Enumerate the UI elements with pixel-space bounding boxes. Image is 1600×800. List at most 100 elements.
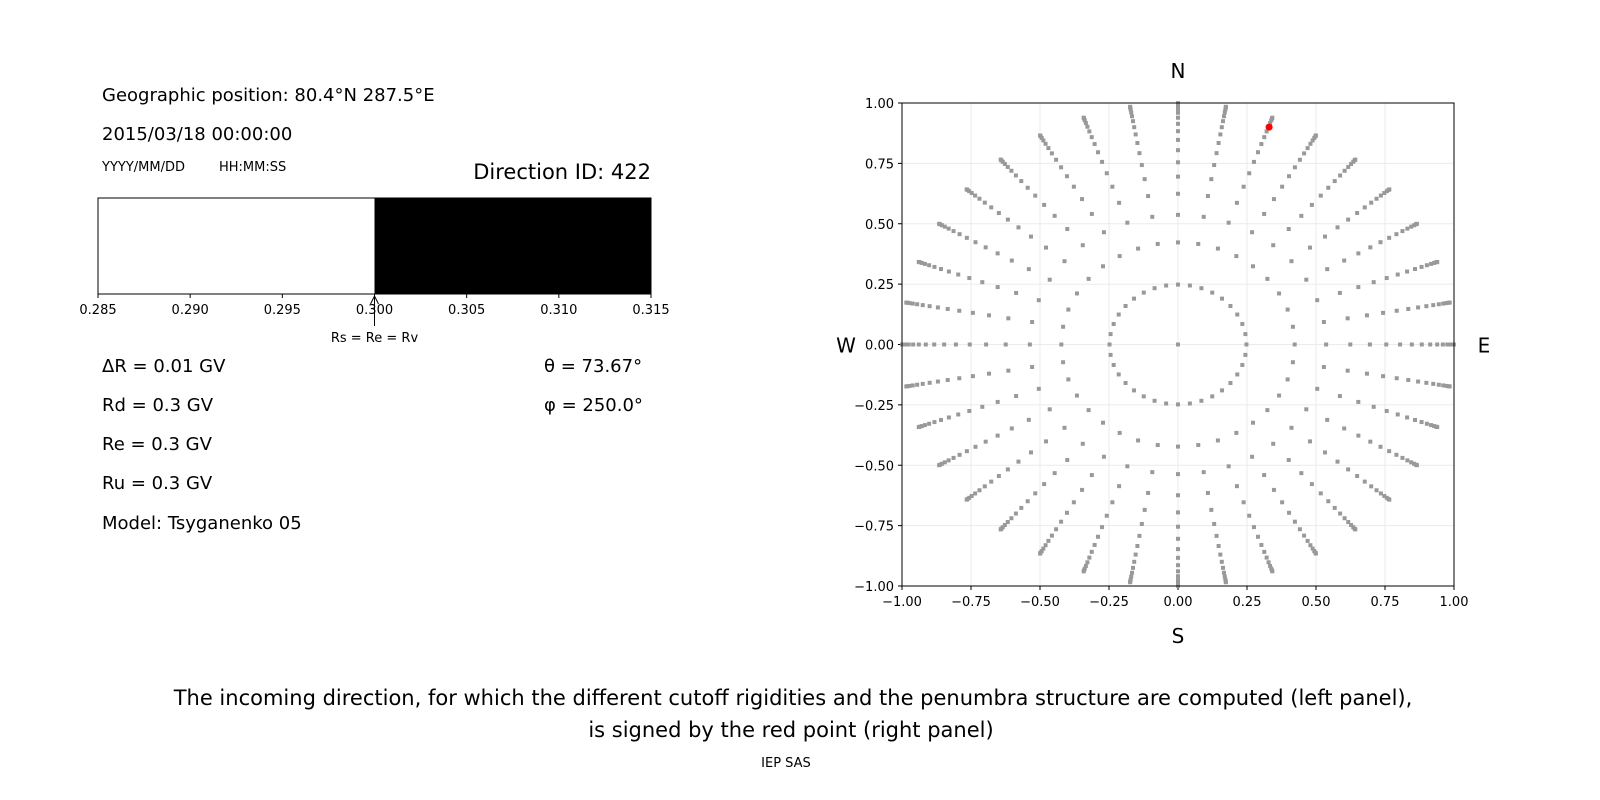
direction-point [1247, 171, 1252, 176]
direction-point [1125, 464, 1130, 469]
direction-point [1262, 135, 1267, 140]
direction-point [1364, 371, 1369, 376]
direction-point [973, 240, 978, 245]
direction-point [1369, 484, 1374, 489]
direction-point [932, 420, 937, 425]
direction-point [1030, 365, 1035, 370]
direction-id: Direction ID: 422 [473, 160, 651, 184]
direction-point [1310, 138, 1315, 143]
direction-point [1286, 227, 1291, 232]
arrow-head [370, 294, 379, 305]
direction-point [1268, 121, 1273, 126]
direction-point [1176, 110, 1180, 115]
direction-point [1152, 286, 1157, 291]
direction-point [1196, 241, 1201, 246]
direction-point [937, 221, 942, 226]
direction-point [1424, 421, 1429, 426]
direction-point [1250, 420, 1255, 425]
direction-point [1046, 146, 1051, 151]
direction-point [1289, 259, 1294, 264]
direction-point [1349, 523, 1354, 528]
direction-point [1395, 272, 1400, 277]
direction-point [957, 232, 962, 237]
direction-point [970, 310, 975, 315]
direction-point [1209, 507, 1214, 512]
direction-point [1176, 444, 1180, 449]
direction-point [1139, 521, 1144, 526]
direction-point [1250, 264, 1255, 269]
direction-point [1271, 441, 1276, 446]
direction-point [1302, 151, 1307, 156]
direction-point [1002, 523, 1007, 528]
direction-point [1409, 342, 1414, 347]
direction-point [1199, 286, 1204, 291]
direction-point [969, 191, 974, 196]
direction-point [1059, 342, 1064, 347]
direction-point [1387, 497, 1392, 502]
direction-point [1308, 141, 1313, 146]
direction-point [951, 455, 956, 460]
direction-point [1218, 552, 1223, 557]
y-tick-label: 0.50 [865, 218, 894, 233]
direction-point [904, 384, 909, 389]
direction-point [1326, 499, 1331, 504]
direction-point [1150, 470, 1155, 475]
direction-point [1155, 241, 1160, 246]
direction-point [1234, 430, 1239, 435]
direction-point [1205, 194, 1210, 199]
direction-point [1302, 533, 1307, 538]
direction-point [1226, 220, 1231, 225]
direction-point [1212, 521, 1217, 526]
direction-point [1414, 463, 1419, 468]
direction-point [1270, 115, 1275, 120]
direction-point [1299, 213, 1304, 218]
direction-point [1033, 193, 1038, 198]
direction-point [927, 263, 932, 268]
direction-point [1346, 520, 1351, 525]
direction-point [1038, 551, 1043, 556]
direction-point [1111, 322, 1116, 327]
direction-point [1013, 511, 1018, 516]
direction-point [919, 260, 924, 265]
selected-direction-point [1265, 123, 1273, 131]
direction-point [1387, 187, 1392, 192]
direction-point [1176, 547, 1180, 552]
direction-point [1187, 401, 1192, 406]
direction-point [964, 235, 969, 240]
direction-point [1435, 259, 1440, 264]
direction-point [1384, 408, 1389, 413]
x-tick-label: 0.315 [632, 303, 669, 318]
direction-point [1321, 319, 1326, 324]
direction-point [1101, 230, 1106, 235]
direction-point [1104, 171, 1109, 176]
direction-point [1412, 267, 1417, 272]
direction-point [942, 342, 947, 347]
direction-point [1176, 472, 1180, 477]
direction-point [1009, 258, 1014, 263]
x-tick-label: 0.00 [1164, 595, 1193, 610]
direction-point [1176, 563, 1180, 568]
direction-point [920, 303, 925, 308]
direction-point [1445, 342, 1450, 347]
direction-point [1054, 527, 1059, 532]
direction-point [1003, 342, 1008, 347]
direction-point [953, 342, 958, 347]
direction-point [1241, 500, 1246, 505]
direction-point [1305, 146, 1310, 151]
direction-point [1315, 298, 1320, 303]
direction-point [1305, 538, 1310, 543]
direction-point [995, 285, 1000, 290]
direction-point [1228, 381, 1233, 386]
direction-point [1355, 210, 1360, 215]
direction-point [1424, 304, 1429, 309]
penumbra-segment [98, 198, 375, 294]
direction-point [1133, 552, 1138, 557]
direction-point [1043, 543, 1048, 548]
direction-point [1378, 491, 1383, 496]
direction-point [1059, 165, 1064, 170]
direction-point [951, 229, 956, 234]
direction-point [920, 381, 925, 386]
y-tick-label: 0.25 [865, 278, 894, 293]
direction-point [1251, 159, 1256, 164]
